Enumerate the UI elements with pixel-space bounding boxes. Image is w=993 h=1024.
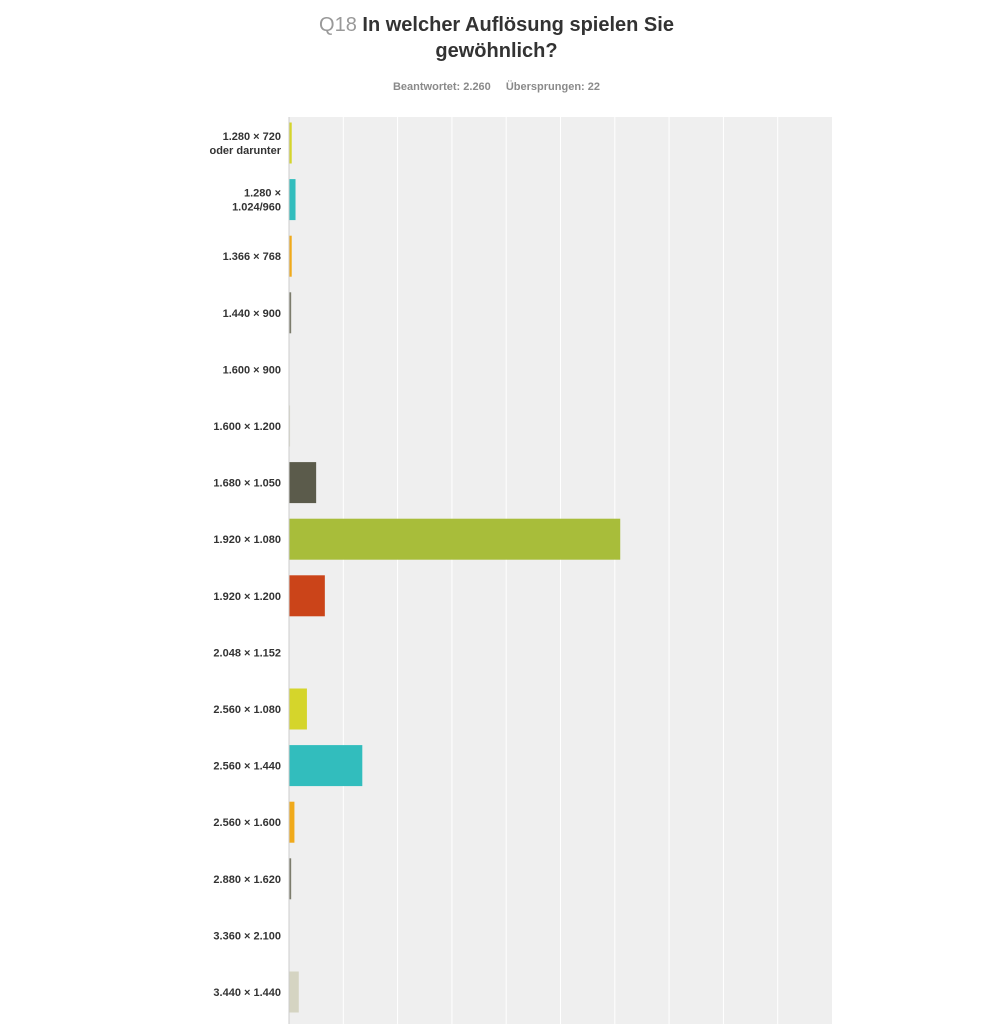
category-label: 1.366 × 768 [223,251,281,263]
category-label: 1.600 × 1.200 [213,421,281,433]
category-label: 1.280 × 720 oder darunter [209,131,281,157]
bar[interactable] [289,971,299,1013]
answered-count: Beantwortet: 2.260 [392,81,491,93]
category-label: 1.680 × 1.050 [213,478,281,490]
category-label: 3.360 × 2.100 [213,930,281,942]
skipped-count: Übersprungen: 22 [505,81,600,93]
category-label: 1.440 × 900 [223,308,281,320]
category-label: 2.560 × 1.440 [213,761,281,773]
bar[interactable] [289,292,292,334]
category-label: 2.048 × 1.152 [213,647,281,659]
category-label: 3.440 × 1.440 [213,987,281,999]
bar[interactable] [289,518,621,560]
category-label: 2.880 × 1.620 [213,874,281,886]
bar[interactable] [289,688,307,730]
category-label: 1.920 × 1.200 [213,591,281,603]
bar[interactable] [289,462,317,504]
bar[interactable] [289,122,292,164]
bar[interactable] [289,179,296,221]
response-stats: Beantwortet: 2.260 Übersprungen: 22 [0,81,993,93]
bar[interactable] [289,801,295,843]
category-label: 1.280 × 1.024/960 [232,188,281,214]
question-number: Q18 [319,14,357,36]
bar[interactable] [289,858,292,900]
category-label: 2.560 × 1.080 [213,704,281,716]
bar[interactable] [289,745,363,787]
category-label: 2.560 × 1.600 [213,817,281,829]
bar[interactable] [289,235,292,277]
category-label: 1.920 × 1.080 [213,534,281,546]
chart-title: Q18 In welcher Auflösung spielen Sie gew… [0,12,993,64]
bar[interactable] [289,405,291,447]
bar[interactable] [289,575,325,617]
category-label: 1.600 × 900 [223,364,281,376]
question-text: In welcher Auflösung spielen Sie gewöhnl… [362,14,674,62]
